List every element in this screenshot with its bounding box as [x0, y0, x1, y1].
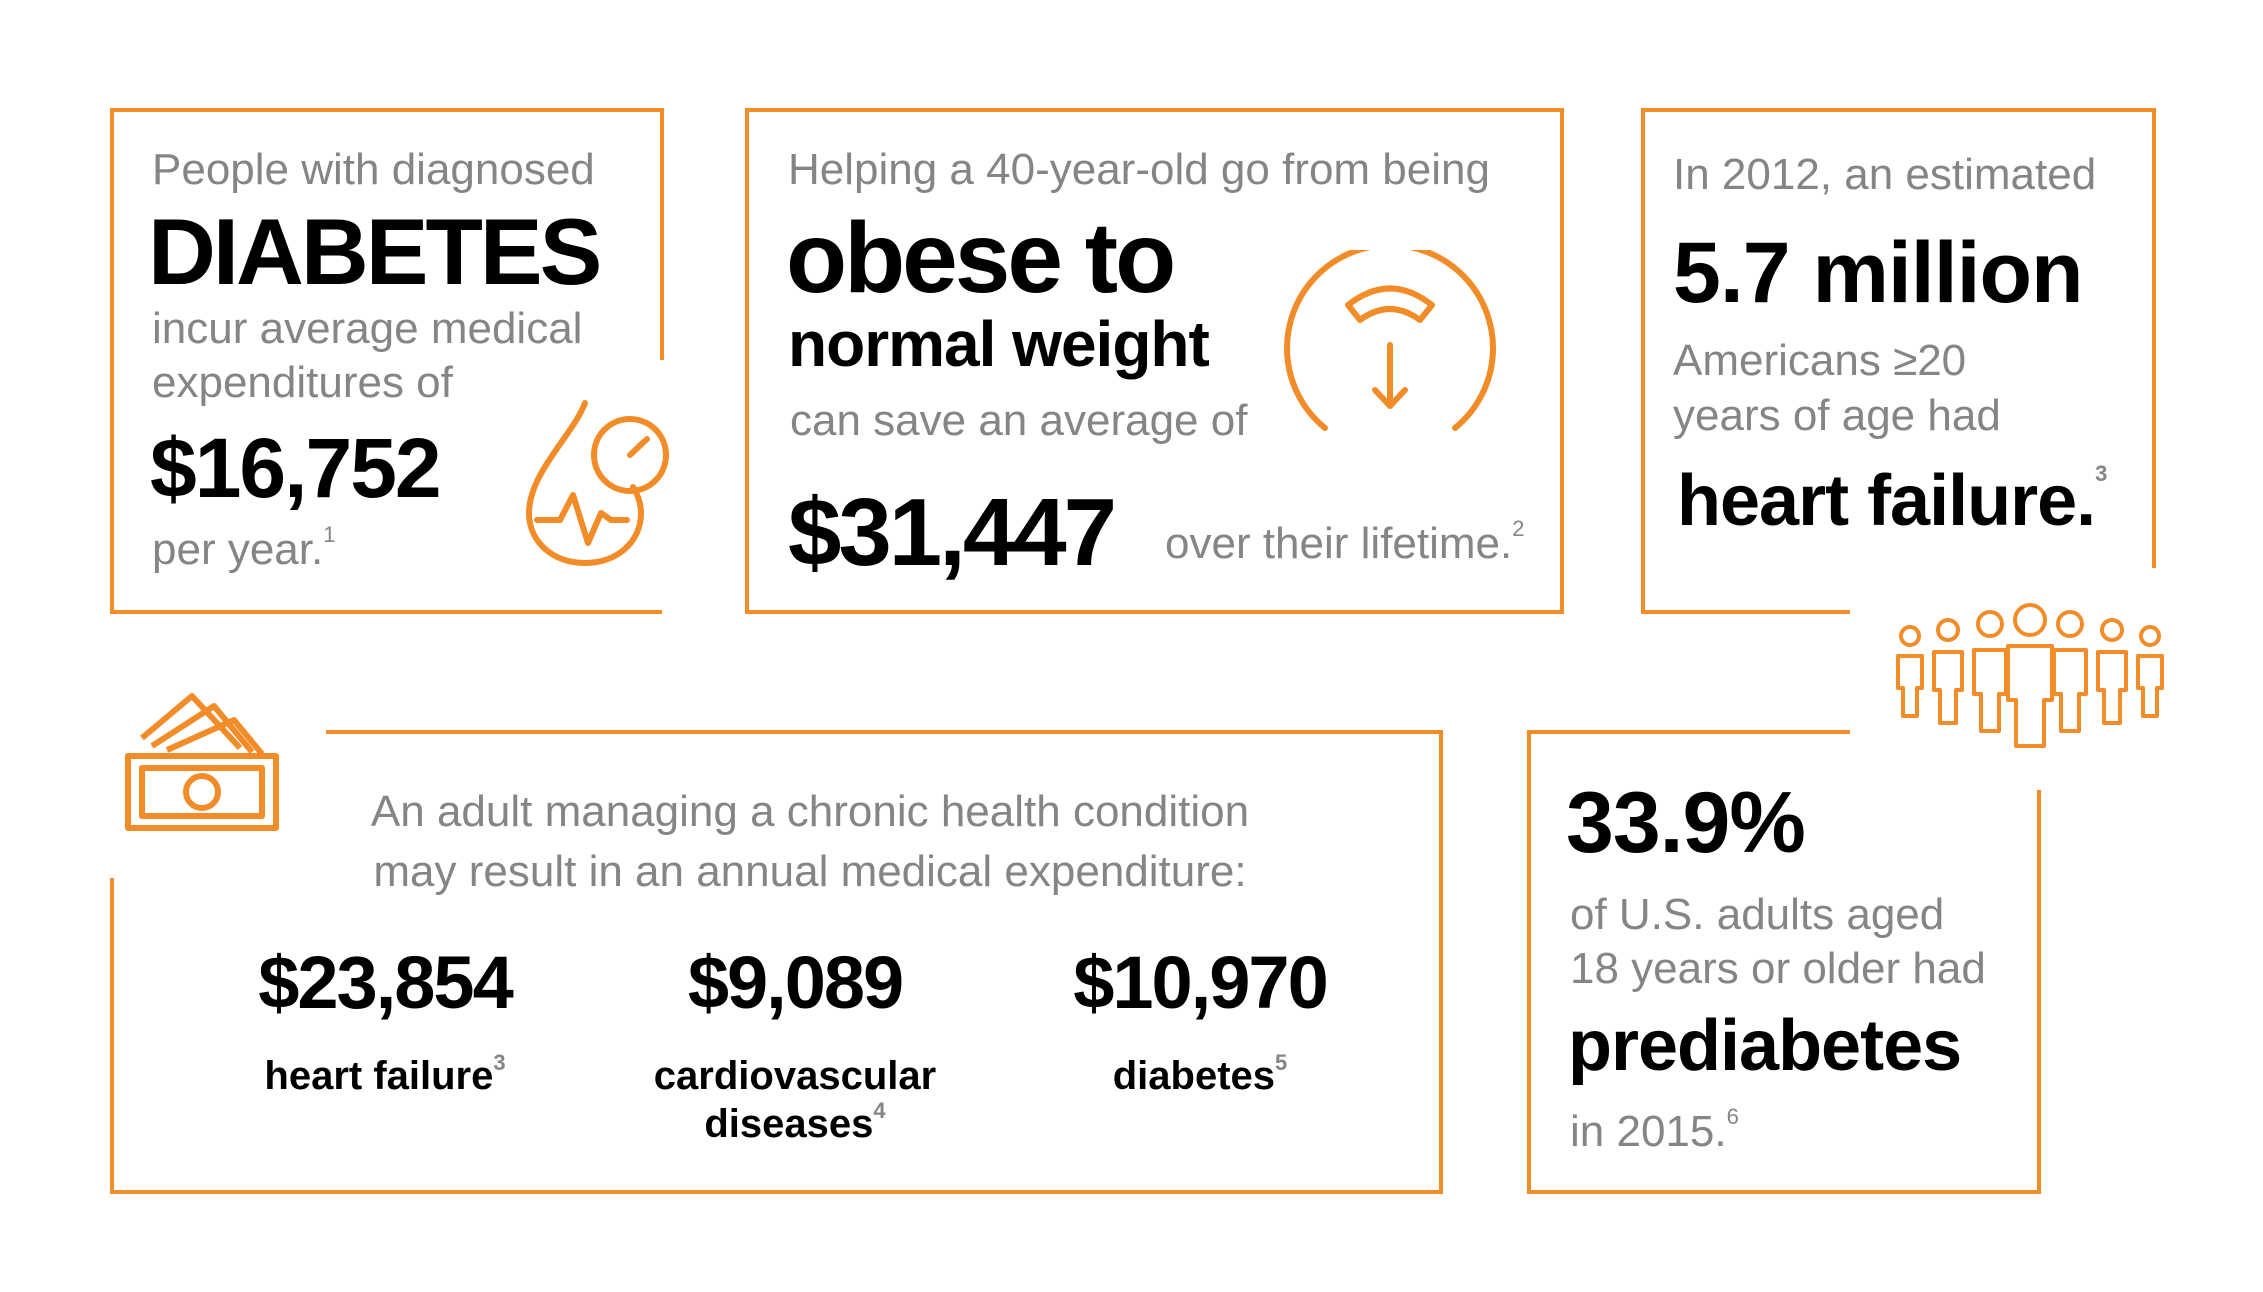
card5-border — [1527, 730, 2041, 1194]
card3-border — [1641, 108, 2156, 614]
card3-amount: 5.7 million — [1673, 225, 2084, 321]
card5-line2: 18 years or older had — [1570, 944, 1986, 993]
card4-stat-amount: $23,854 — [258, 941, 514, 1024]
card4-stat-label: cardiovascular — [653, 1054, 937, 1098]
card1-amount: $16,752 — [150, 421, 442, 515]
card4-line2: may result in an annual medical expendit… — [373, 847, 1247, 896]
card3-line1: Americans ≥20 — [1673, 336, 1967, 385]
card1-suffix-text: per year. — [152, 525, 324, 574]
card5-suffix: in 2015.6 — [1570, 1106, 1739, 1156]
card4-stat-footnote: 5 — [1275, 1050, 1288, 1075]
card2-amount: $31,447 — [788, 479, 1117, 586]
card5-line1: of U.S. adults aged — [1570, 890, 1945, 939]
card3-intro: In 2012, an estimated — [1673, 150, 2097, 199]
card2-intro: Helping a 40-year-old go from being — [788, 145, 1490, 194]
card4-stat-footnote: 3 — [493, 1050, 506, 1075]
card3-line2: years of age had — [1673, 391, 2001, 440]
card4-stat-label2: diseases4 — [640, 1100, 950, 1146]
scale-gauge-icon — [1284, 250, 1496, 431]
people-group-icon — [1896, 603, 2164, 748]
card4-stat-label-text: heart failure — [264, 1054, 494, 1098]
card4-stat-amount: $9,089 — [687, 941, 904, 1024]
card5-headline: prediabetes — [1568, 1006, 1962, 1086]
card1-intro: People with diagnosed — [152, 145, 595, 194]
card2-footnote: 2 — [1512, 516, 1525, 541]
card4-stat-label: heart failure3 — [230, 1052, 540, 1098]
card2-suffix: over their lifetime.2 — [1165, 518, 1524, 568]
card2-headline1: obese to — [786, 202, 1176, 314]
card4-stat-label-text: diabetes — [1112, 1054, 1276, 1098]
card1-line1: incur average medical — [152, 304, 583, 353]
card3-headline: heart failure.3 — [1677, 463, 2107, 538]
card1-footnote: 1 — [323, 522, 336, 547]
card5-footnote: 6 — [1726, 1104, 1739, 1129]
card4-stat-label: diabetes5 — [1040, 1052, 1360, 1098]
card2-headline2: normal weight — [788, 308, 1210, 380]
card2-border — [745, 108, 1564, 614]
card3-footnote: 3 — [2095, 461, 2107, 486]
card4-line1: An adult managing a chronic health condi… — [370, 787, 1250, 836]
card2-suffix-text: over their lifetime. — [1165, 519, 1513, 568]
card4-stat-label2-text: diseases — [704, 1102, 874, 1146]
blood-drop-gauge-icon — [526, 400, 669, 566]
card4-stat-amount: $10,970 — [1073, 941, 1329, 1024]
money-stack-icon — [125, 693, 279, 831]
card1-headline: DIABETES — [148, 199, 602, 304]
card1-line2: expenditures of — [152, 358, 453, 407]
card5-suffix-text: in 2015. — [1570, 1107, 1727, 1156]
card3-headline-text: heart failure. — [1677, 461, 2096, 541]
card5-amount: 33.9% — [1566, 775, 1806, 871]
card2-line: can save an average of — [790, 396, 1248, 445]
card4-stat-footnote: 4 — [873, 1098, 886, 1123]
card1-suffix: per year.1 — [152, 524, 335, 574]
card1-border — [110, 108, 664, 614]
card4-border — [110, 730, 1443, 1194]
